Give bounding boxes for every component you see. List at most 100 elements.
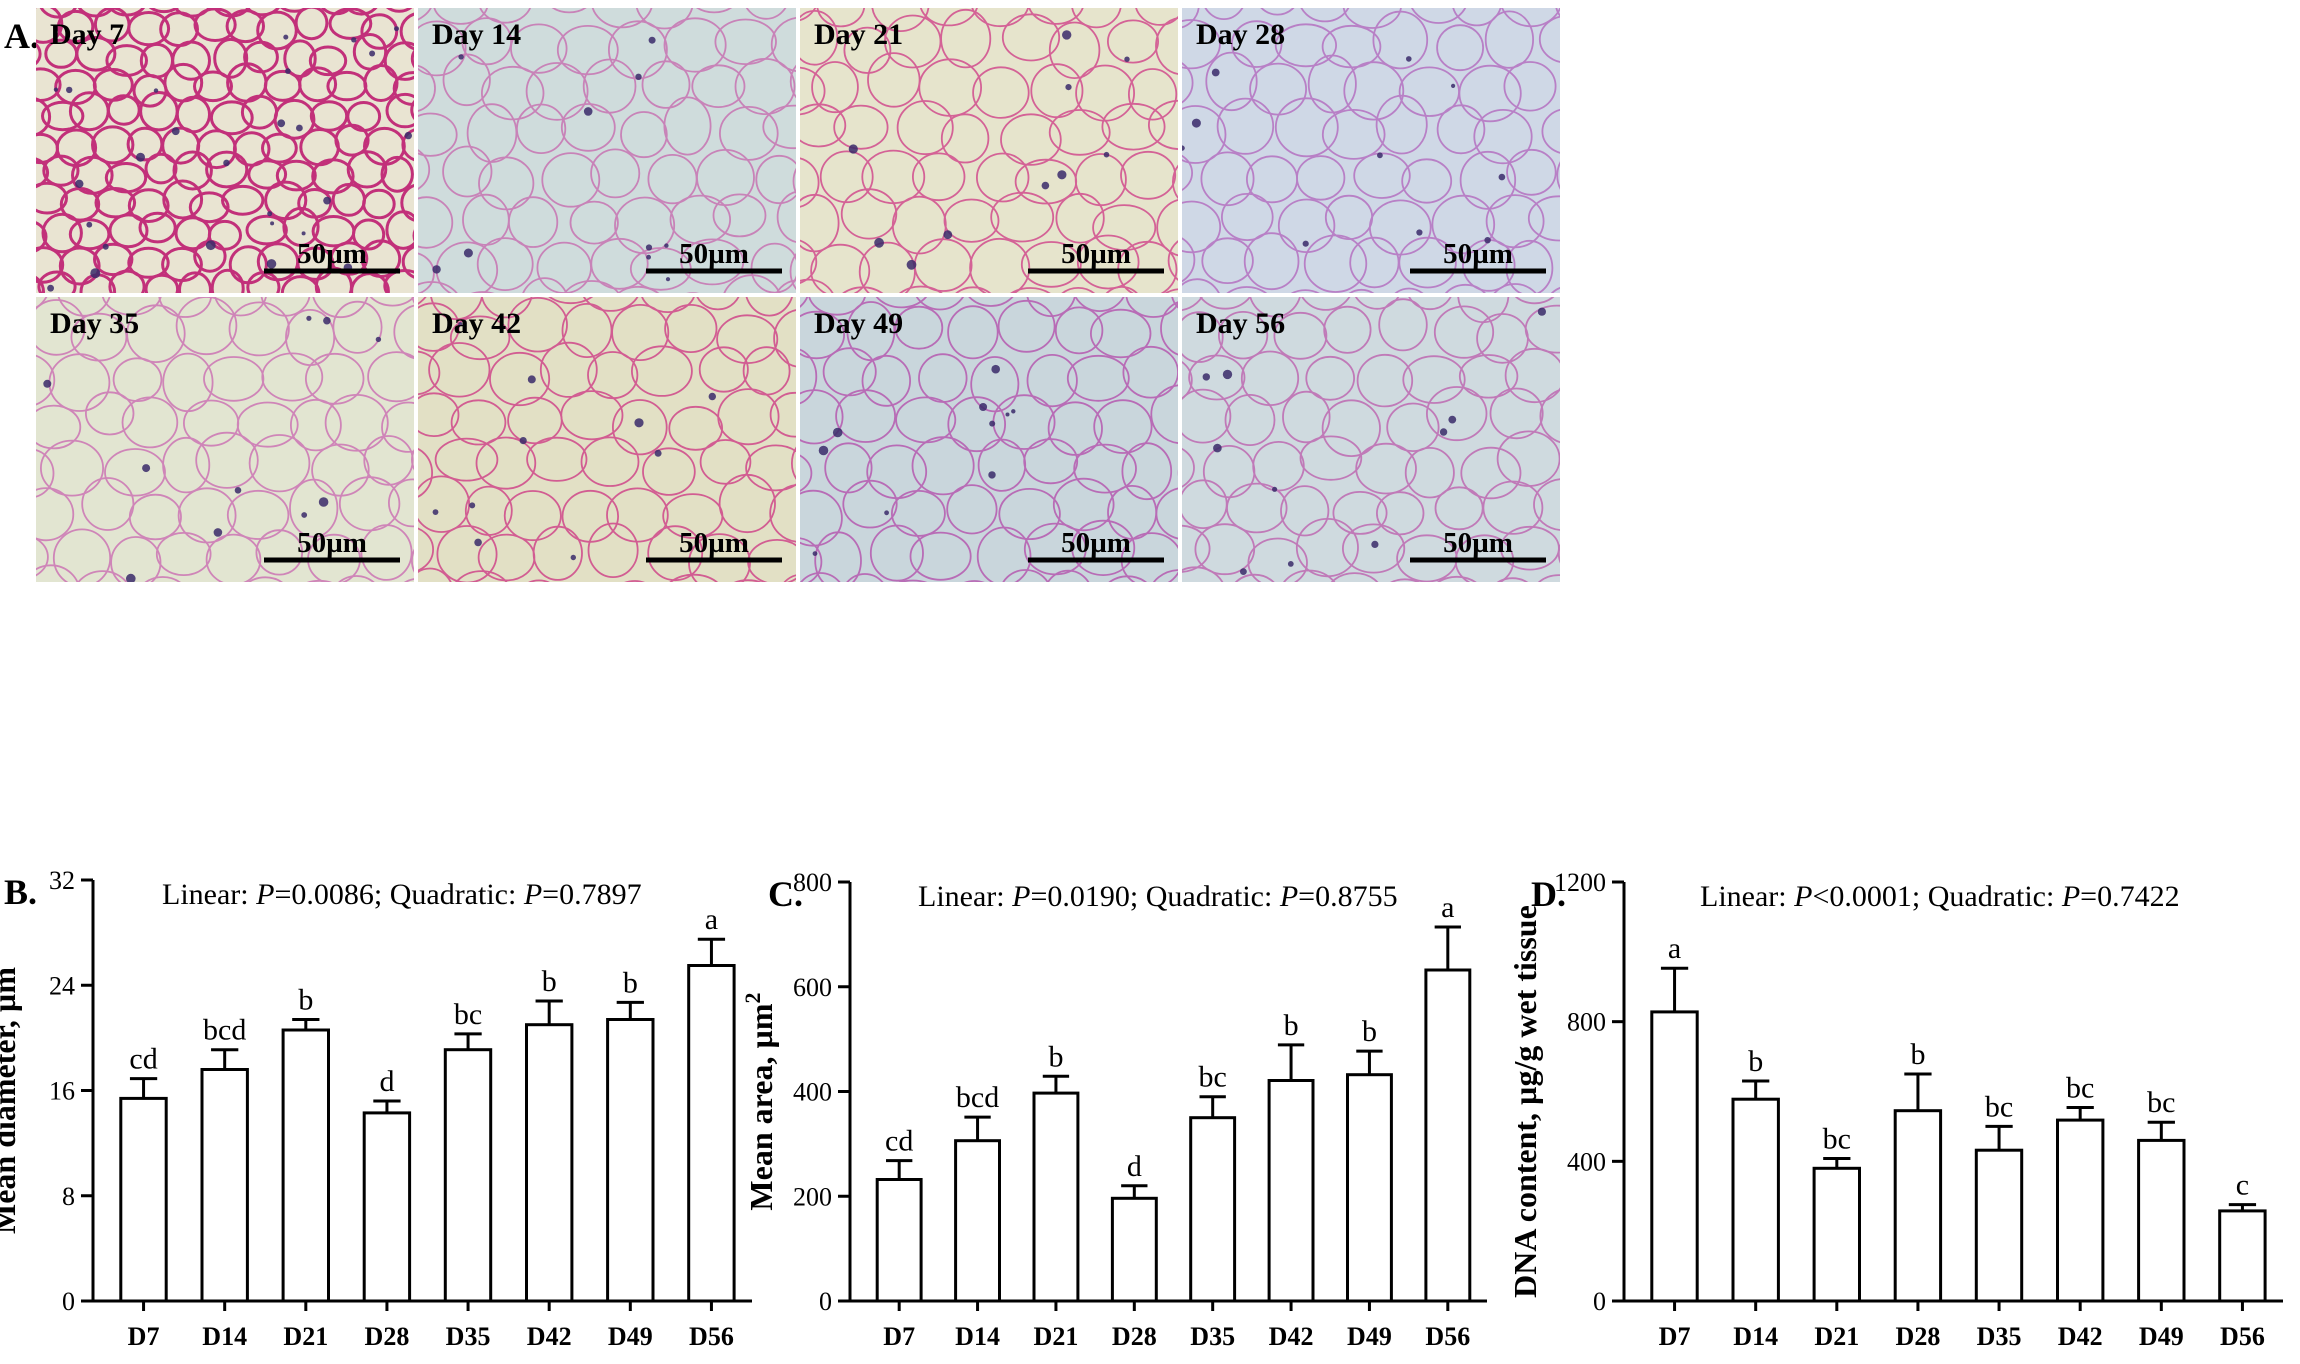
nucleus-dot [1211, 68, 1220, 77]
adipocyte-cell [77, 570, 128, 582]
nucleus-dot [1062, 30, 1072, 40]
x-category-label: D21 [283, 1322, 328, 1351]
adipocyte-cell [745, 444, 796, 492]
significance-letter: bc [454, 998, 482, 1031]
scale-bar-label: 50µm [679, 238, 749, 270]
x-category-label: D21 [1034, 1322, 1079, 1351]
x-category-label: D14 [1733, 1322, 1778, 1351]
nucleus-dot [136, 152, 145, 162]
x-category-label: D56 [689, 1322, 734, 1351]
adipocyte-cell [871, 8, 930, 32]
adipocyte-cells [36, 8, 414, 293]
adipocyte-cell [1226, 482, 1288, 534]
adipocyte-cell [400, 184, 414, 222]
adipocyte-cell [307, 579, 332, 582]
adipocyte-cell [1026, 353, 1078, 408]
adipocyte-cell [352, 218, 386, 251]
adipocyte-cell [1296, 155, 1346, 201]
adipocyte-cell [528, 579, 550, 582]
x-category-label: D35 [1190, 1322, 1235, 1351]
adipocyte-cell [808, 297, 866, 316]
nucleus-dot [474, 538, 482, 547]
adipocyte-cell [688, 533, 751, 582]
adipocyte-cell [94, 187, 137, 219]
adipocyte-cell [1356, 353, 1414, 408]
adipocyte-cell [476, 237, 534, 292]
adipocyte-cell [338, 476, 401, 532]
adipocyte-cell [193, 70, 233, 103]
nucleus-dot [47, 284, 54, 292]
nucleus-dot [1377, 152, 1383, 159]
significance-letter: b [1748, 1045, 1763, 1078]
bar [687, 964, 736, 1303]
adipocyte-cell [121, 396, 179, 449]
micrograph-day-label: Day 7 [50, 18, 124, 51]
nucleus-dot [1272, 486, 1278, 492]
adipocyte-cell [998, 487, 1061, 540]
bar [1424, 968, 1472, 1303]
adipocyte-cell [1305, 355, 1355, 401]
adipocyte-cell [411, 548, 414, 573]
adipocyte-cell [418, 392, 460, 437]
adipocyte-cells [800, 297, 1178, 582]
nucleus-dot [664, 243, 669, 248]
significance-letter: bc [2147, 1086, 2175, 1119]
significance-letter: bcd [956, 1081, 999, 1114]
adipocyte-cell [1568, 249, 1618, 291]
adipocyte-cell [279, 8, 310, 13]
nucleus-dot [519, 437, 527, 445]
adipocyte-cell [108, 213, 149, 249]
adipocyte-cell [1010, 287, 1051, 293]
adipocyte-cell [1562, 350, 1619, 395]
adipocyte-cell [1026, 297, 1076, 317]
significance-letter: bc [2066, 1072, 2094, 1105]
adipocyte-cells [36, 297, 414, 582]
adipocyte-cell [418, 350, 441, 396]
adipocyte-cell [36, 97, 52, 137]
adipocyte-cell [663, 96, 712, 156]
nucleus-dot [665, 277, 671, 282]
adipocyte-cell [84, 391, 135, 436]
adipocyte-cell [221, 184, 265, 216]
adipocyte-cell [410, 49, 414, 69]
adipocyte-cell [383, 269, 414, 293]
adipocyte-cell [1566, 446, 1620, 501]
adipocyte-cell [418, 447, 433, 498]
adipocyte-cell [669, 194, 731, 245]
bar [606, 1018, 655, 1303]
adipocyte-cell [461, 17, 513, 66]
adipocyte-cell [1538, 15, 1560, 63]
nucleus-dot [1222, 369, 1233, 380]
adipocyte-cell [1054, 306, 1104, 355]
adipocyte-cell [1230, 20, 1283, 68]
adipocyte-cell [1160, 301, 1178, 356]
nucleus-dot [351, 37, 357, 43]
nucleus-dot [458, 322, 463, 327]
adipocyte-cell [1504, 347, 1560, 404]
adipocyte-cell [36, 157, 50, 189]
adipocyte-cell [1218, 311, 1269, 360]
adipocyte-cell [213, 37, 249, 79]
adipocyte-cell [1321, 399, 1381, 458]
adipocyte-cell [968, 297, 1014, 307]
micrograph-tile: Day 7 50µm [36, 8, 414, 293]
bar [1032, 1091, 1080, 1303]
nucleus-dot [296, 124, 303, 132]
nucleus-dot [1041, 181, 1050, 190]
adipocyte-cell [846, 573, 884, 582]
adipocyte-cell [205, 533, 262, 582]
adipocyte-cell [280, 275, 321, 293]
adipocyte-cell [345, 8, 378, 16]
adipocyte-cell [1452, 8, 1502, 27]
adipocyte-cell [1120, 150, 1177, 200]
adipocyte-cell [1182, 566, 1224, 582]
adipocyte-cell [225, 9, 266, 44]
adipocyte-cell [171, 40, 212, 81]
adipocyte-cell [1020, 241, 1082, 288]
bar [443, 1048, 493, 1303]
adipocyte-cell [723, 274, 781, 293]
nucleus-dot [988, 471, 996, 479]
adipocyte-cell [1048, 21, 1101, 79]
adipocyte-cell [1182, 360, 1193, 400]
scale-bar-label: 50µm [297, 238, 367, 270]
